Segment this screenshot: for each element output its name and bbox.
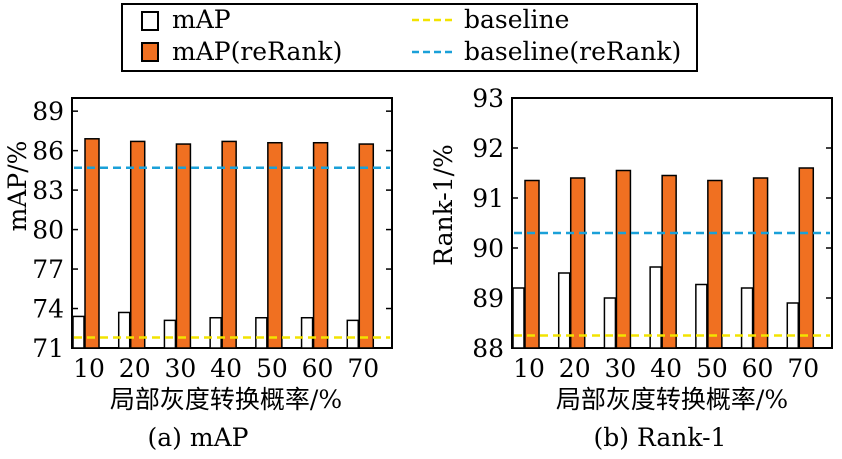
y-tick-label: 88 [472, 334, 504, 363]
x-tick-label: 10 [513, 354, 545, 383]
caption-rank1: (b) Rank-1 [594, 423, 727, 452]
legend-label-map: mAP [172, 5, 231, 34]
legend-frame [121, 3, 698, 72]
x-tick-label: 30 [605, 354, 637, 383]
x-tick-label: 60 [742, 354, 774, 383]
bar-map-rerank-50 [707, 179, 723, 349]
legend-swatch-map-rerank [141, 42, 159, 62]
x-tick-label: 70 [787, 354, 819, 383]
chart-panel-rank1: 88 89 90 91 92 93 10 20 30 40 50 60 70 Rank-1/% 局部灰度… [429, 84, 833, 452]
bar-map-rerank-60 [312, 141, 329, 349]
bar-map-60 [300, 316, 314, 349]
y-tick-label: 80 [32, 216, 64, 245]
x-tick-label: 60 [302, 354, 334, 383]
bar-map-rerank-20 [569, 177, 586, 349]
x-axis-label-rank1: 局部灰度转换概率/% [556, 385, 788, 414]
bar-map-20 [557, 272, 571, 349]
bar-map-70 [786, 302, 800, 349]
y-axis-label-rank1: Rank-1/% [429, 144, 458, 266]
x-tick-label: 50 [696, 354, 728, 383]
x-tick-label: 40 [210, 354, 242, 383]
bar-map-50 [255, 316, 268, 349]
y-tick-label: 93 [472, 84, 504, 113]
bar-map-70 [346, 319, 360, 349]
plot-area-map: 71 74 77 80 83 86 89 10 20 30 40 50 60 70 [32, 97, 393, 383]
plot-area-rank1: 88 89 90 91 92 93 10 20 30 40 50 60 70 [472, 84, 833, 383]
bar-map-20 [117, 311, 131, 349]
y-tick-label: 83 [32, 176, 64, 205]
x-tick-label: 50 [256, 354, 288, 383]
y-tick-label: 90 [472, 234, 504, 263]
y-tick-label: 74 [32, 295, 64, 324]
y-tick-label: 91 [472, 184, 504, 213]
chart-panel-map: 71 74 77 80 83 86 89 10 20 30 40 50 60 70 mAP/% 局部灰度转… [3, 97, 393, 452]
x-tick-label: 10 [73, 354, 105, 383]
legend-label-baseline-rerank: baseline(reRank) [464, 37, 681, 66]
bar-map-30 [163, 319, 177, 349]
y-tick-label: 89 [32, 97, 64, 126]
x-tick-label: 20 [559, 354, 591, 383]
y-tick-label: 71 [32, 334, 64, 363]
y-tick-label: 77 [32, 255, 64, 284]
bar-map-10 [512, 287, 525, 349]
legend-label-baseline: baseline [464, 5, 569, 34]
y-tick-label: 89 [472, 284, 504, 313]
bar-map-rerank-40 [221, 140, 237, 349]
bar-map-50 [695, 283, 708, 349]
bar-map-rerank-60 [752, 177, 769, 349]
bar-map-10 [72, 315, 85, 349]
x-tick-label: 30 [165, 354, 197, 383]
legend-label-map-rerank: mAP(reRank) [172, 37, 342, 66]
bar-map-rerank-10 [84, 138, 100, 349]
x-axis-label-map: 局部灰度转换概率/% [110, 385, 342, 414]
bar-map-rerank-30 [175, 143, 192, 349]
bar-map-rerank-30 [615, 169, 632, 349]
bar-map-60 [740, 287, 754, 349]
bar-map-rerank-40 [661, 174, 677, 349]
bar-map-rerank-70 [358, 143, 375, 349]
bar-map-30 [603, 297, 617, 349]
y-axis-label-map: mAP/% [3, 141, 32, 232]
bar-map-40 [649, 266, 662, 349]
y-tick-label: 86 [32, 137, 64, 166]
bar-map-rerank-70 [798, 167, 815, 349]
bar-map-rerank-10 [524, 179, 540, 349]
bar-map-rerank-50 [267, 141, 283, 349]
legend: mAP mAP(reRank) baseline baseline(reRank… [121, 3, 698, 72]
bar-map-rerank-20 [129, 140, 146, 349]
caption-map: (a) mAP [148, 423, 249, 452]
y-tick-label: 92 [472, 134, 504, 163]
legend-swatch-map [141, 11, 159, 31]
bar-map-40 [209, 316, 222, 349]
x-tick-label: 20 [119, 354, 151, 383]
x-tick-label: 40 [650, 354, 682, 383]
x-tick-label: 70 [347, 354, 379, 383]
